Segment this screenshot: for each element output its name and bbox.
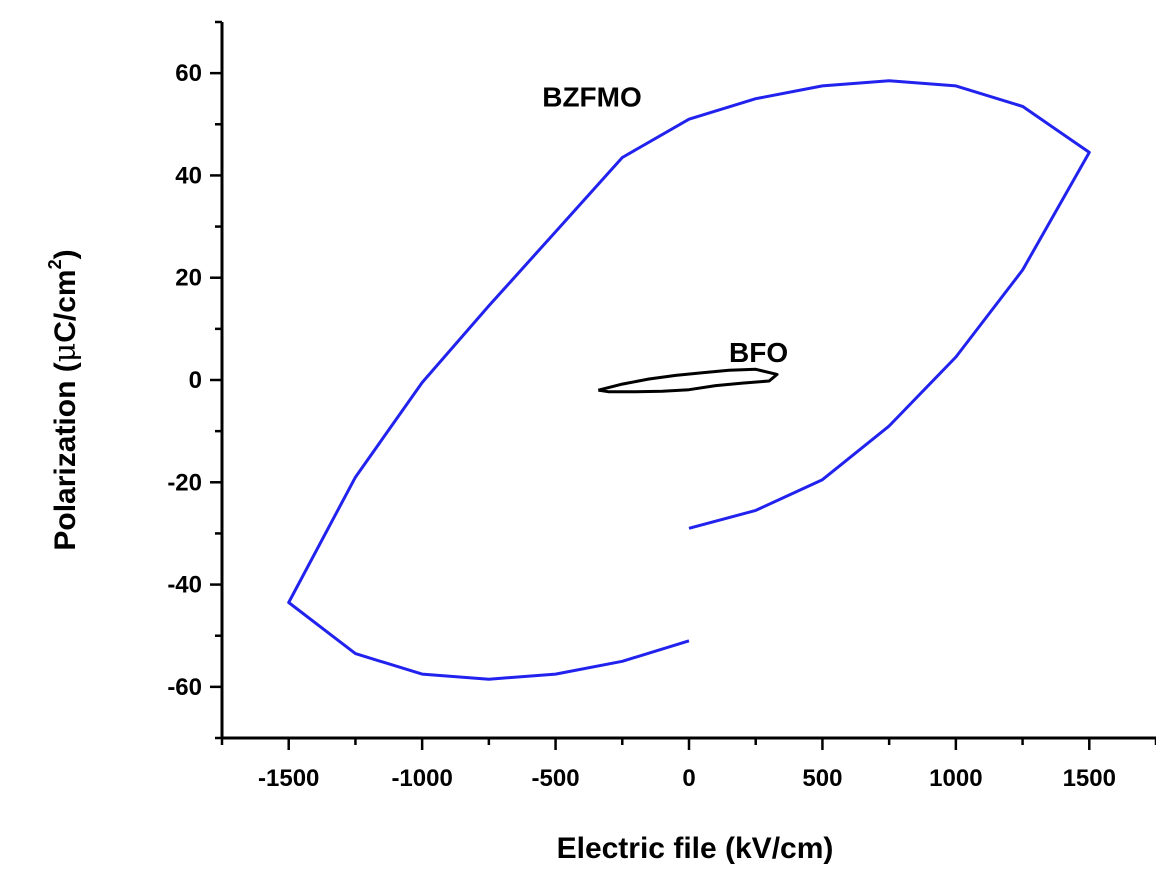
- x-tick-label: -500: [532, 765, 580, 792]
- series-line-bzfmo: [287, 79, 1091, 681]
- x-tick-label: -1000: [391, 765, 452, 792]
- y-tick-label: 0: [189, 367, 202, 394]
- axes: [210, 20, 1156, 750]
- annotation-bfo: BFO: [729, 337, 788, 368]
- x-axis-title: Electric file (kV/cm): [557, 832, 834, 865]
- x-tick-label: 1000: [929, 765, 982, 792]
- x-tick-label: 500: [802, 765, 842, 792]
- tick-labels: -60 -40 -20 0 20 40 60 -1500 -1000 -500 0 500 1000 15…: [167, 60, 1116, 792]
- y-axis-title-sup: 2: [45, 259, 65, 269]
- y-tick-label: 40: [175, 162, 202, 189]
- series-layer: [287, 79, 1091, 681]
- y-axis-title-close: ): [49, 249, 82, 259]
- y-tick-label: -40: [167, 572, 202, 599]
- annotation-bzfmo: BZFMO: [542, 81, 642, 112]
- x-tick-label: 0: [682, 765, 695, 792]
- y-tick-label: -20: [167, 469, 202, 496]
- y-tick-label: 60: [175, 60, 202, 87]
- y-axis-title-unit: C/cm: [49, 269, 82, 342]
- y-tick-label: -60: [167, 674, 202, 701]
- x-tick-label: 1500: [1063, 765, 1116, 792]
- y-axis-title-mu: μ: [48, 343, 83, 363]
- annotations: BZFMO BFO: [542, 81, 788, 368]
- series-line-bfo: [597, 367, 779, 394]
- x-tick-label: -1500: [258, 765, 319, 792]
- y-axis-title-main: Polarization (: [49, 362, 82, 550]
- y-axis-title: Polarization (μC/cm2): [45, 249, 83, 550]
- y-tick-label: 20: [175, 265, 202, 292]
